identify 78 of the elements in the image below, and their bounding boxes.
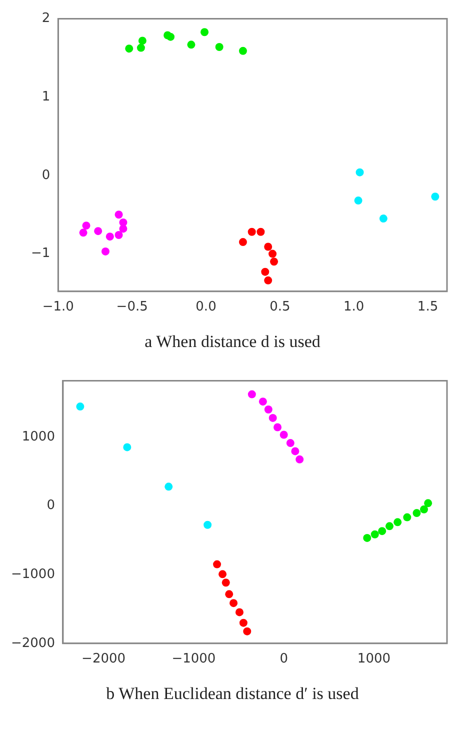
- x-tick-label: 0.0: [196, 300, 216, 315]
- point: [354, 196, 362, 205]
- point: [264, 242, 272, 251]
- point: [431, 192, 440, 201]
- point: [363, 534, 372, 542]
- x-tick-label: 1.0: [344, 300, 364, 315]
- point: [114, 231, 123, 239]
- point: [424, 499, 432, 508]
- x-tick-label: 0: [280, 652, 288, 667]
- point: [101, 247, 110, 256]
- y-tick-label: 1000: [22, 429, 55, 444]
- y-tick-label: 2: [42, 11, 50, 26]
- point: [291, 447, 300, 456]
- point: [138, 36, 146, 45]
- point: [166, 32, 175, 41]
- y-tick-label: 0: [42, 168, 50, 183]
- point: [187, 40, 196, 49]
- x-tick-label: 1.5: [417, 300, 438, 315]
- point: [280, 430, 288, 439]
- x-tick-label: −2000: [82, 652, 126, 667]
- point: [412, 509, 421, 518]
- point: [215, 43, 224, 51]
- x-tick-label: −1000: [172, 652, 216, 667]
- point: [274, 423, 282, 432]
- point: [356, 168, 364, 176]
- text: b When Euclidean distance d′ is used: [105, 683, 360, 705]
- point: [378, 527, 386, 536]
- point: [230, 599, 238, 608]
- point: [123, 443, 132, 452]
- y-tick-label: −1: [30, 246, 50, 262]
- point: [204, 520, 212, 529]
- point: [213, 560, 222, 568]
- point: [119, 224, 128, 233]
- point: [114, 210, 123, 219]
- point: [264, 406, 272, 414]
- point: [420, 505, 428, 514]
- point: [222, 578, 230, 587]
- x-tick-label: 1000: [357, 652, 391, 667]
- point: [248, 390, 256, 398]
- point: [394, 518, 402, 526]
- point: [79, 228, 88, 237]
- x-tick-label: −0.5: [116, 300, 148, 315]
- point: [82, 222, 90, 230]
- point: [268, 414, 277, 422]
- point: [370, 530, 379, 538]
- point: [296, 455, 304, 464]
- y-tick-label: 1: [42, 90, 50, 105]
- point: [238, 238, 247, 246]
- point: [125, 44, 134, 53]
- point: [256, 228, 265, 236]
- point: [225, 590, 234, 598]
- x-tick-label: 0.5: [270, 300, 290, 315]
- point: [403, 513, 412, 522]
- point: [264, 276, 272, 284]
- point: [218, 570, 227, 578]
- text: a When distance d is used: [144, 331, 322, 353]
- point: [76, 402, 84, 411]
- point: [239, 618, 248, 627]
- point: [248, 228, 256, 236]
- point: [200, 28, 209, 36]
- y-tick-label: −1000: [10, 566, 55, 582]
- point: [238, 46, 247, 55]
- point: [164, 482, 173, 491]
- point: [379, 214, 388, 223]
- y-tick-label: 0: [46, 498, 55, 514]
- point: [94, 227, 102, 236]
- point: [286, 439, 294, 448]
- point: [235, 608, 244, 616]
- x-tick-label: −1.0: [42, 300, 74, 315]
- y-tick-label: −2000: [10, 636, 55, 651]
- point: [106, 232, 114, 241]
- point: [258, 398, 267, 406]
- point: [261, 268, 270, 276]
- point: [268, 250, 277, 258]
- point: [270, 258, 278, 266]
- point: [385, 522, 394, 530]
- point: [136, 44, 145, 52]
- point: [243, 627, 252, 636]
